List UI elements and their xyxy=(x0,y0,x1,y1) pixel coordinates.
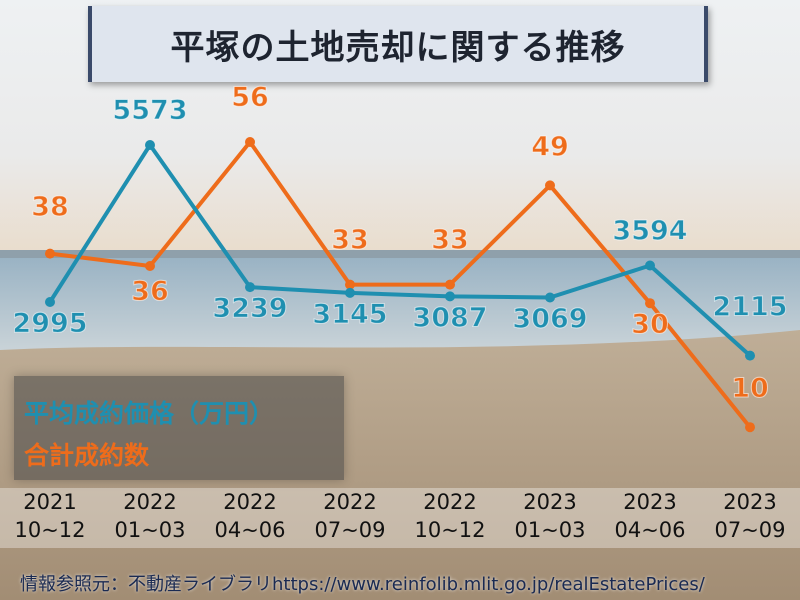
period-months: 07~09 xyxy=(314,518,386,542)
count-series-point xyxy=(645,298,655,309)
avg-price-series-point xyxy=(145,140,155,150)
avg-price-series-point xyxy=(245,282,255,293)
period-months: 10~12 xyxy=(14,518,86,542)
count-series-point xyxy=(445,279,455,290)
period-label: 2022 10~12 xyxy=(400,488,500,544)
period-label: 2022 04~06 xyxy=(200,488,300,544)
period-label: 2022 01~03 xyxy=(100,488,200,544)
avg-price-series-point xyxy=(745,350,755,361)
period-label: 2023 07~09 xyxy=(700,488,800,544)
period-months: 01~03 xyxy=(114,518,186,542)
period-label: 2023 04~06 xyxy=(600,488,700,544)
count-series-data-label: 38 xyxy=(31,192,69,223)
avg-price-series-data-label: 3145 xyxy=(312,299,387,330)
legend-avg-price: 平均成約価格（万円） xyxy=(24,399,275,428)
legend-count: 合計成約数 xyxy=(24,441,150,470)
avg-price-series-data-label: 2995 xyxy=(12,308,87,339)
count-series-line xyxy=(49,140,752,429)
count-series-data-label: 30 xyxy=(631,309,669,340)
period-year: 2022 xyxy=(123,490,177,514)
period-label: 2023 01~03 xyxy=(500,488,600,544)
chart-title: 平塚の土地売却に関する推移 xyxy=(170,27,626,68)
avg-price-series-point xyxy=(445,291,455,302)
avg-price-series-data-label: 3087 xyxy=(412,302,487,333)
title-box: 平塚の土地売却に関する推移 xyxy=(88,6,708,82)
avg-price-series-data-label: 3069 xyxy=(512,304,587,335)
period-months: 10~12 xyxy=(414,518,486,542)
period-year: 2022 xyxy=(423,490,477,514)
period-year: 2023 xyxy=(523,490,577,514)
period-label: 2021 10~12 xyxy=(0,488,100,544)
count-series-point xyxy=(345,279,355,290)
count-series-data-label: 33 xyxy=(331,225,369,256)
count-series-point xyxy=(745,422,755,433)
count-series-data-label: 49 xyxy=(531,131,569,162)
period-months: 04~06 xyxy=(614,518,686,542)
avg-price-series-point xyxy=(345,287,355,298)
avg-price-series-data-label: 2115 xyxy=(712,292,787,323)
period-year: 2022 xyxy=(323,490,377,514)
period-year: 2023 xyxy=(623,490,677,514)
period-months: 01~03 xyxy=(514,518,586,542)
avg-price-series-data-label: 3239 xyxy=(212,293,287,324)
avg-price-series-point xyxy=(645,260,655,271)
period-months: 07~09 xyxy=(714,518,786,542)
period-year: 2022 xyxy=(223,490,277,514)
avg-price-series-point xyxy=(545,292,555,303)
count-series-point xyxy=(45,248,55,259)
count-series-data-label: 56 xyxy=(231,82,269,113)
source-note: 情報参照元：不動産ライブラリhttps://www.reinfolib.mlit… xyxy=(20,574,705,595)
count-series-data-label: 33 xyxy=(431,225,469,256)
period-label: 2022 07~09 xyxy=(300,488,400,544)
count-series-data-label: 10 xyxy=(731,373,769,404)
count-series-point xyxy=(145,261,155,271)
period-year: 2023 xyxy=(723,490,777,514)
period-year: 2021 xyxy=(23,490,77,514)
count-series-point xyxy=(245,137,255,147)
period-months: 04~06 xyxy=(214,518,286,542)
avg-price-series-data-label: 5573 xyxy=(112,95,187,126)
avg-price-series-data-label: 3594 xyxy=(612,216,687,247)
avg-price-series-point xyxy=(45,297,55,307)
period-labels: 2021 10~12 2022 01~03 2022 04~06 2022 07~09 2022… xyxy=(0,488,800,548)
avg-price-series-line xyxy=(48,143,752,358)
count-series-data-label: 36 xyxy=(131,276,169,307)
count-series-point xyxy=(545,180,555,191)
legend: 平均成約価格（万円） 合計成約数 xyxy=(14,376,344,480)
